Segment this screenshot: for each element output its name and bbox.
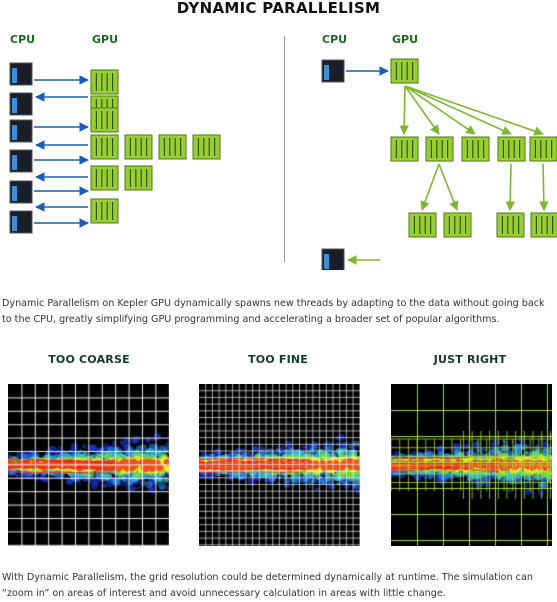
gpu-block [90, 198, 119, 224]
cpu-label-left: CPU [10, 33, 36, 46]
gpu-block [529, 136, 557, 162]
gpu-block [124, 134, 153, 160]
caption-bottom: With Dynamic Parallelism, the grid resol… [2, 572, 533, 599]
arrow-gpu-spawn [404, 85, 544, 136]
cpu-block-bar [12, 155, 17, 170]
panel-title-coarse: TOO COARSE [48, 353, 130, 366]
cpu-block-bar [12, 68, 17, 83]
simulation-panel-fine [199, 384, 360, 546]
simulation-panel-right [391, 384, 552, 546]
gpu-block [461, 136, 490, 162]
arrow-gpu-spawn [420, 163, 440, 211]
simulation-panel-coarse [8, 384, 169, 546]
gpu-label-left: GPU [92, 33, 119, 46]
gpu-block [90, 69, 119, 95]
diagram-divider [284, 36, 285, 262]
cpu-block-bar [12, 98, 17, 113]
cpu-block-bar [324, 254, 329, 269]
arrow-gpu-spawn [404, 85, 440, 135]
panel-title-fine: TOO FINE [248, 353, 308, 366]
gpu-block [390, 58, 419, 84]
arrow-gpu-spawn [505, 163, 515, 211]
gpu-block [90, 107, 119, 133]
arrow-gpu-spawn [438, 163, 459, 211]
gpu-block [90, 134, 119, 160]
gpu-label-right: GPU [392, 33, 419, 46]
caption-top: Dynamic Parallelism on Kepler GPU dynami… [2, 298, 545, 325]
gpu-block [443, 212, 472, 238]
cpu-block-bar [12, 186, 17, 201]
gpu-block [90, 165, 119, 191]
parallelism-diagram [9, 58, 557, 270]
gpu-block [158, 134, 187, 160]
gpu-block [496, 212, 525, 238]
gpu-block [408, 212, 437, 238]
cpu-label-right: CPU [322, 33, 348, 46]
cpu-block-bar [12, 125, 17, 140]
arrow-gpu-spawn [404, 85, 512, 135]
gpu-block [192, 134, 221, 160]
cpu-block-bar [324, 65, 329, 80]
arrow-gpu-spawn [404, 85, 476, 135]
gpu-block [390, 136, 419, 162]
gpu-block [124, 165, 153, 191]
cpu-block-bar [12, 216, 17, 231]
panel-title-right: JUST RIGHT [433, 353, 507, 366]
gpu-block [497, 136, 526, 162]
gpu-block [425, 136, 454, 162]
arrow-gpu-spawn [539, 163, 549, 211]
page-title: DYNAMIC PARALLELISM [176, 0, 381, 17]
arrow-gpu-spawn [399, 85, 409, 135]
